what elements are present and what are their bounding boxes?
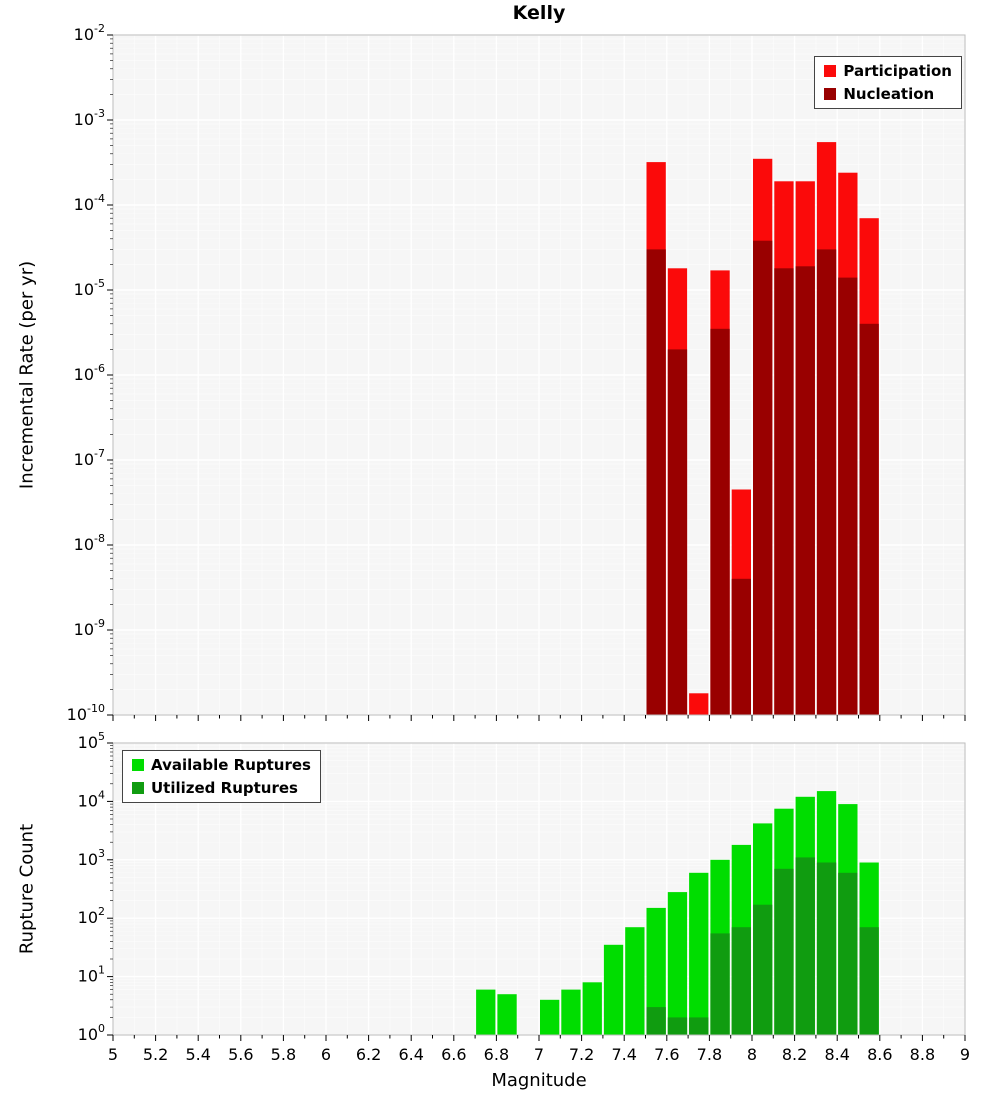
svg-text:5: 5 <box>108 1045 118 1064</box>
legend-item-nucleation: Nucleation <box>824 85 952 103</box>
svg-text:8.6: 8.6 <box>867 1045 892 1064</box>
svg-text:10-9: 10-9 <box>74 617 105 639</box>
svg-text:7.8: 7.8 <box>697 1045 722 1064</box>
svg-text:10-10: 10-10 <box>67 702 105 724</box>
y-axis-title-rate: Incremental Rate (per yr) <box>16 260 38 490</box>
svg-text:6.6: 6.6 <box>441 1045 466 1064</box>
svg-text:100: 100 <box>78 1022 105 1044</box>
x-axis-title: Magnitude <box>491 1070 587 1091</box>
svg-text:5.8: 5.8 <box>271 1045 296 1064</box>
legend-item-participation: Participation <box>824 62 952 80</box>
svg-text:7.2: 7.2 <box>569 1045 594 1064</box>
legend-label-available: Available Ruptures <box>151 756 311 774</box>
svg-text:5.6: 5.6 <box>228 1045 253 1064</box>
svg-text:103: 103 <box>78 847 105 869</box>
svg-text:8: 8 <box>747 1045 757 1064</box>
svg-text:8.2: 8.2 <box>782 1045 807 1064</box>
svg-text:8.4: 8.4 <box>824 1045 849 1064</box>
svg-text:10-4: 10-4 <box>74 192 105 214</box>
svg-text:7.6: 7.6 <box>654 1045 679 1064</box>
legend-label-utilized: Utilized Ruptures <box>151 779 298 797</box>
legend-rate: Participation Nucleation <box>814 56 962 109</box>
available-ruptures-swatch <box>132 759 144 771</box>
svg-text:102: 102 <box>78 905 105 927</box>
svg-text:9: 9 <box>960 1045 970 1064</box>
legend-item-utilized: Utilized Ruptures <box>132 779 311 797</box>
svg-text:7: 7 <box>534 1045 544 1064</box>
svg-text:8.8: 8.8 <box>910 1045 935 1064</box>
svg-text:10-5: 10-5 <box>74 277 105 299</box>
svg-text:10-2: 10-2 <box>74 22 105 44</box>
svg-text:104: 104 <box>78 788 105 810</box>
svg-text:5.4: 5.4 <box>185 1045 210 1064</box>
svg-text:10-3: 10-3 <box>74 107 105 129</box>
legend-item-available: Available Ruptures <box>132 756 311 774</box>
svg-text:105: 105 <box>78 730 105 752</box>
svg-text:101: 101 <box>78 964 105 986</box>
chart-title: Kelly <box>512 2 566 24</box>
utilized-ruptures-swatch <box>132 782 144 794</box>
y-axis-title-count: Rupture Count <box>16 823 38 955</box>
legend-label-nucleation: Nucleation <box>843 85 935 103</box>
series-overlay-chart1 <box>646 857 879 1035</box>
svg-text:6.8: 6.8 <box>484 1045 509 1064</box>
svg-text:5.2: 5.2 <box>143 1045 168 1064</box>
svg-text:6.2: 6.2 <box>356 1045 381 1064</box>
svg-text:10-6: 10-6 <box>74 362 105 384</box>
svg-text:7.4: 7.4 <box>611 1045 636 1064</box>
legend-count: Available Ruptures Utilized Ruptures <box>122 750 321 803</box>
legend-label-participation: Participation <box>843 62 952 80</box>
svg-text:10-8: 10-8 <box>74 532 105 554</box>
svg-text:6.4: 6.4 <box>398 1045 423 1064</box>
participation-swatch <box>824 65 837 77</box>
svg-text:10-7: 10-7 <box>74 447 105 469</box>
series-overlay-chart0 <box>646 240 879 715</box>
nucleation-swatch <box>824 88 837 100</box>
svg-text:6: 6 <box>321 1045 331 1064</box>
